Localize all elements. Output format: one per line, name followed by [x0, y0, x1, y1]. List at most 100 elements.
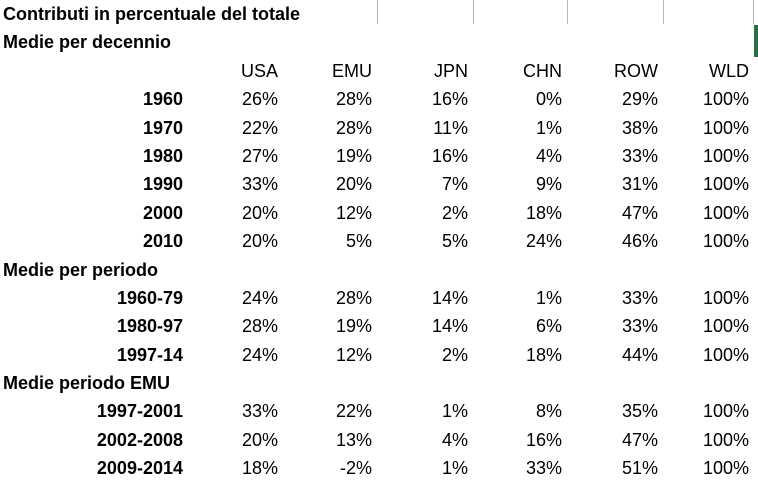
value-cell[interactable]: 4% — [441, 429, 468, 450]
value-cell[interactable]: 28% — [335, 287, 372, 308]
value-cell[interactable]: -2% — [339, 458, 372, 479]
value-cell[interactable]: 18% — [525, 202, 562, 223]
selected-cell-border — [754, 25, 758, 57]
value-cell[interactable]: 47% — [621, 429, 658, 450]
row-label-cell[interactable]: 1980 — [142, 145, 183, 166]
column-header-cell[interactable]: USA — [240, 60, 278, 81]
column-header-cell[interactable]: JPN — [433, 60, 468, 81]
value-cell[interactable]: 14% — [431, 316, 468, 337]
value-cell[interactable]: 100% — [702, 231, 749, 252]
row-label-cell[interactable]: 1997-2001 — [96, 401, 183, 422]
value-cell[interactable]: 20% — [335, 174, 372, 195]
value-cell[interactable]: 33% — [621, 287, 658, 308]
value-cell[interactable]: 100% — [702, 458, 749, 479]
section-label-cell[interactable]: Medie per decennio — [3, 32, 172, 53]
value-cell[interactable]: 11% — [433, 117, 468, 138]
value-cell[interactable]: 100% — [702, 174, 749, 195]
value-cell[interactable]: 29% — [621, 89, 658, 110]
column-header-cell[interactable]: ROW — [614, 60, 658, 81]
value-cell[interactable]: 51% — [621, 458, 658, 479]
value-cell[interactable]: 16% — [431, 89, 468, 110]
value-cell[interactable]: 5% — [345, 231, 372, 252]
empty-cell[interactable] — [0, 57, 188, 85]
value-cell[interactable]: 12% — [335, 202, 372, 223]
value-cell[interactable]: 100% — [702, 202, 749, 223]
value-cell[interactable]: 33% — [241, 174, 278, 195]
value-cell[interactable]: 14% — [431, 287, 468, 308]
value-cell[interactable]: 22% — [335, 401, 372, 422]
row-label-cell[interactable]: 2002-2008 — [96, 429, 183, 450]
value-cell[interactable]: 5% — [441, 231, 468, 252]
row-label-cell[interactable]: 2009-2014 — [96, 458, 183, 479]
value-cell[interactable]: 28% — [241, 316, 278, 337]
value-cell[interactable]: 2% — [441, 344, 468, 365]
value-cell[interactable]: 24% — [241, 287, 278, 308]
value-cell[interactable]: 100% — [702, 145, 749, 166]
value-cell[interactable]: 35% — [621, 401, 658, 422]
value-cell[interactable]: 1% — [535, 287, 562, 308]
value-cell[interactable]: 100% — [702, 89, 749, 110]
value-cell[interactable]: 27% — [241, 145, 278, 166]
sheet-row: Medie per decennio — [0, 28, 758, 56]
sheet-row: 1960 26% 28% 16% 0% 29% 100% — [0, 85, 758, 113]
value-cell[interactable]: 1% — [441, 401, 468, 422]
value-cell[interactable]: 12% — [335, 344, 372, 365]
value-cell[interactable]: 100% — [702, 287, 749, 308]
value-cell[interactable]: 13% — [335, 429, 372, 450]
value-cell[interactable]: 33% — [525, 458, 562, 479]
value-cell[interactable]: 1% — [535, 117, 562, 138]
value-cell[interactable]: 33% — [621, 145, 658, 166]
sheet-title-cell[interactable]: Contributi in percentuale del totale — [3, 4, 301, 24]
value-cell[interactable]: 24% — [525, 231, 562, 252]
row-label-cell[interactable]: 1980-97 — [116, 316, 183, 337]
row-label-cell[interactable]: 1997-14 — [116, 344, 183, 365]
value-cell[interactable]: 9% — [535, 174, 562, 195]
row-label-cell[interactable]: 1990 — [142, 174, 183, 195]
value-cell[interactable]: 8% — [535, 401, 562, 422]
value-cell[interactable]: 1% — [441, 458, 468, 479]
value-cell[interactable]: 18% — [241, 458, 278, 479]
column-header-cell[interactable]: WLD — [709, 60, 749, 81]
row-label-cell[interactable]: 2000 — [142, 202, 183, 223]
value-cell[interactable]: 24% — [241, 344, 278, 365]
value-cell[interactable]: 31% — [621, 174, 658, 195]
value-cell[interactable]: 33% — [241, 401, 278, 422]
value-cell[interactable]: 26% — [241, 89, 278, 110]
value-cell[interactable]: 20% — [241, 202, 278, 223]
value-cell[interactable]: 4% — [535, 145, 562, 166]
value-cell[interactable]: 16% — [525, 429, 562, 450]
value-cell[interactable]: 38% — [621, 117, 658, 138]
row-label-cell[interactable]: 1970 — [142, 117, 183, 138]
value-cell[interactable]: 2% — [441, 202, 468, 223]
section-label-cell[interactable]: Medie periodo EMU — [3, 373, 171, 394]
row-label-cell[interactable]: 1960-79 — [116, 287, 183, 308]
value-cell[interactable]: 18% — [525, 344, 562, 365]
value-cell[interactable]: 44% — [621, 344, 658, 365]
value-cell[interactable]: 47% — [621, 202, 658, 223]
row-label-cell[interactable]: 2010 — [142, 231, 183, 252]
value-cell[interactable]: 19% — [335, 316, 372, 337]
value-cell[interactable]: 100% — [702, 316, 749, 337]
value-cell[interactable]: 6% — [535, 316, 562, 337]
value-cell[interactable]: 100% — [702, 429, 749, 450]
column-header-cell[interactable]: CHN — [523, 60, 562, 81]
value-cell[interactable]: 20% — [241, 231, 278, 252]
value-cell[interactable]: 28% — [335, 89, 372, 110]
value-cell[interactable]: 16% — [431, 145, 468, 166]
value-cell[interactable]: 20% — [241, 429, 278, 450]
sheet-row: 1997-14 24% 12% 2% 18% 44% 100% — [0, 341, 758, 369]
value-cell[interactable]: 100% — [702, 117, 749, 138]
column-header-cell[interactable]: EMU — [332, 60, 372, 81]
value-cell[interactable]: 100% — [702, 401, 749, 422]
value-cell[interactable]: 100% — [702, 344, 749, 365]
sheet-row: Medie periodo EMU — [0, 369, 758, 397]
value-cell[interactable]: 28% — [335, 117, 372, 138]
value-cell[interactable]: 0% — [535, 89, 562, 110]
row-label-cell[interactable]: 1960 — [142, 89, 183, 110]
value-cell[interactable]: 46% — [621, 231, 658, 252]
value-cell[interactable]: 22% — [241, 117, 278, 138]
value-cell[interactable]: 19% — [335, 145, 372, 166]
section-label-cell[interactable]: Medie per periodo — [3, 259, 159, 280]
value-cell[interactable]: 33% — [621, 316, 658, 337]
value-cell[interactable]: 7% — [441, 174, 468, 195]
